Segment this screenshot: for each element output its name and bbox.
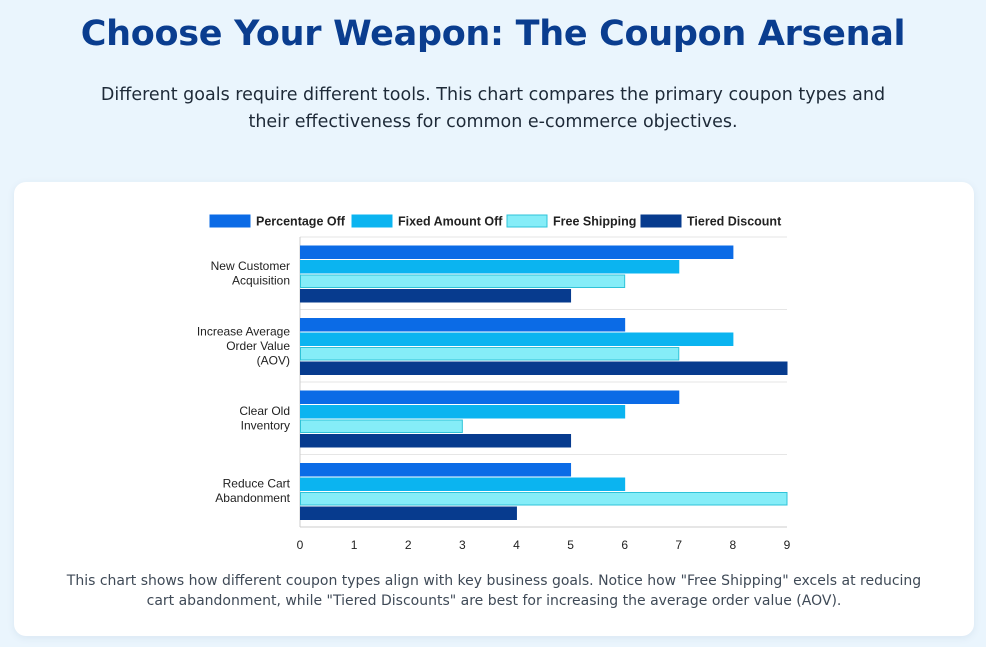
bar-free-shipping	[300, 274, 626, 288]
bar-free-shipping	[300, 347, 680, 361]
chart-caption: This chart shows how different coupon ty…	[66, 573, 922, 609]
legend-label: Tiered Discount	[687, 215, 782, 229]
bar-free-shipping	[300, 492, 788, 506]
bar-tiered-discount	[300, 361, 788, 375]
x-tick-label: 0	[297, 538, 304, 552]
legend-swatch	[209, 214, 251, 228]
bar-fixed-amount-off	[300, 260, 680, 274]
bar-free-shipping	[300, 419, 463, 433]
x-tick-label: 3	[459, 538, 466, 552]
legend-label: Fixed Amount Off	[398, 215, 503, 229]
x-tick-label: 9	[784, 538, 791, 552]
x-tick-label: 7	[675, 538, 682, 552]
coupon-effectiveness-chart: New Customer Acquisition Increase Average O…	[197, 214, 791, 552]
category-label: Increase Average Order Value (AOV)	[197, 324, 291, 367]
x-tick-label: 4	[513, 538, 520, 552]
x-tick-label: 5	[567, 538, 574, 552]
x-tick-label: 2	[405, 538, 412, 552]
bar-percentage-off	[300, 318, 626, 332]
legend-label: Percentage Off	[256, 215, 346, 229]
bar-fixed-amount-off	[300, 477, 626, 491]
category-label: Clear Old Inventory	[239, 404, 290, 433]
legend-swatch	[506, 214, 548, 228]
bar-tiered-discount	[300, 506, 517, 520]
bar-percentage-off	[300, 463, 572, 477]
legend-swatch	[640, 214, 682, 228]
x-tick-label: 1	[351, 538, 358, 552]
legend-label: Free Shipping	[553, 215, 636, 229]
bar-percentage-off	[300, 390, 680, 404]
bar-percentage-off	[300, 245, 734, 259]
x-tick-label: 6	[621, 538, 628, 552]
bar-tiered-discount	[300, 289, 572, 303]
page-subtitle: Different goals require different tools.…	[100, 85, 886, 132]
bar-fixed-amount-off	[300, 332, 734, 346]
x-tick-label: 8	[730, 538, 737, 552]
page-title: Choose Your Weapon: The Coupon Arsenal	[80, 14, 906, 54]
category-label: Reduce Cart Abandonment	[215, 477, 290, 506]
legend-swatch	[351, 214, 393, 228]
chart-card: New Customer Acquisition Increase Average O…	[14, 182, 974, 636]
bar-tiered-discount	[300, 434, 572, 448]
bar-fixed-amount-off	[300, 405, 626, 419]
category-label: New Customer Acquisition	[211, 259, 290, 288]
